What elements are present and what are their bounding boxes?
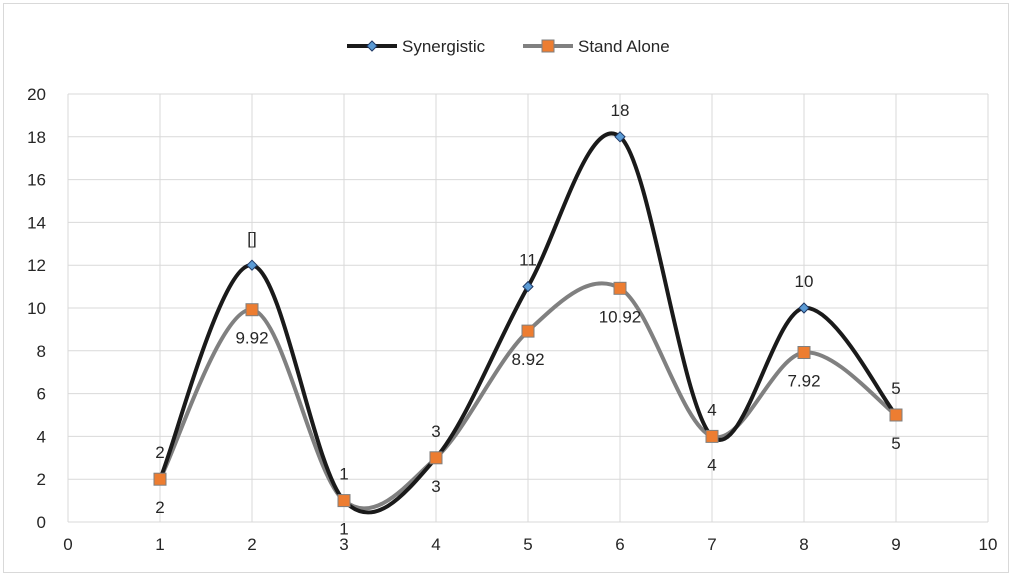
x-tick-label: 2 — [247, 535, 256, 554]
x-tick-label: 4 — [431, 535, 440, 554]
data-label-stand-alone: 9.92 — [235, 329, 268, 348]
x-tick-label: 8 — [799, 535, 808, 554]
data-point-stand-alone — [613, 281, 627, 295]
x-tick-label: 9 — [891, 535, 900, 554]
data-point-synergistic — [246, 259, 258, 271]
legend-label: Synergistic — [402, 37, 486, 56]
y-tick-label: 2 — [37, 470, 46, 489]
data-label-stand-alone: 10.92 — [599, 307, 642, 326]
data-point-stand-alone — [521, 324, 535, 338]
x-tick-label: 3 — [339, 535, 348, 554]
data-point-stand-alone — [889, 408, 903, 422]
series-line-synergistic — [158, 131, 898, 515]
x-tick-label: 1 — [155, 535, 164, 554]
legend-label: Stand Alone — [578, 37, 670, 56]
data-label-synergistic: 5 — [891, 379, 900, 398]
data-point-stand-alone — [797, 346, 811, 360]
data-point-stand-alone — [429, 451, 443, 465]
y-tick-label: 10 — [27, 299, 46, 318]
data-label-stand-alone: 5 — [891, 434, 900, 453]
data-point-synergistic — [798, 302, 810, 314]
x-tick-label: 5 — [523, 535, 532, 554]
legend-marker-square — [541, 39, 555, 53]
y-tick-label: 0 — [37, 513, 46, 532]
data-label-stand-alone: 4 — [707, 455, 716, 474]
data-point-stand-alone — [705, 429, 719, 443]
data-label-synergistic: [] — [247, 229, 256, 248]
chart-area — [3, 3, 1009, 573]
y-tick-label: 14 — [27, 213, 46, 232]
x-tick-label: 10 — [979, 535, 998, 554]
y-tick-label: 16 — [27, 171, 46, 190]
x-tick-label: 7 — [707, 535, 716, 554]
y-tick-label: 12 — [27, 256, 46, 275]
data-label-synergistic: 11 — [519, 251, 537, 270]
data-label-synergistic: 10 — [795, 272, 814, 291]
data-point-stand-alone — [337, 494, 351, 508]
data-label-synergistic: 3 — [431, 422, 440, 441]
y-tick-label: 18 — [27, 128, 46, 147]
data-point-stand-alone — [245, 303, 259, 317]
y-tick-label: 6 — [37, 385, 46, 404]
data-label-stand-alone: 8.92 — [511, 350, 544, 369]
data-label-synergistic: 1 — [339, 465, 348, 484]
x-tick-label: 6 — [615, 535, 624, 554]
data-label-stand-alone: 2 — [155, 498, 164, 517]
y-tick-label: 4 — [37, 427, 46, 446]
data-label-stand-alone: 7.92 — [787, 372, 820, 391]
data-point-synergistic — [614, 131, 626, 143]
data-label-synergistic: 2 — [155, 443, 164, 462]
data-point-synergistic — [522, 280, 534, 293]
data-label-synergistic: 18 — [611, 101, 630, 120]
series-line-stand-alone — [158, 281, 898, 511]
y-tick-label: 8 — [37, 342, 46, 361]
data-point-stand-alone — [153, 472, 167, 486]
data-label-stand-alone: 3 — [431, 477, 440, 496]
legend-marker-diamond — [366, 40, 378, 52]
data-label-synergistic: 4 — [707, 400, 716, 419]
y-tick-label: 20 — [27, 85, 46, 104]
data-label-stand-alone: 1 — [339, 520, 348, 539]
x-tick-label: 0 — [63, 535, 72, 554]
